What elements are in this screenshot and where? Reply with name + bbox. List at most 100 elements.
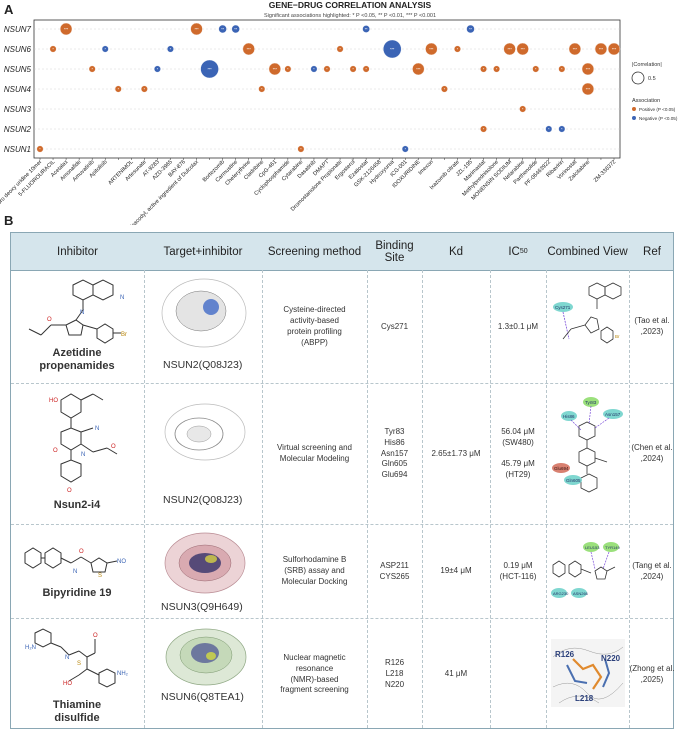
significance-label: * bbox=[300, 147, 302, 151]
legend-positive-dot bbox=[632, 107, 636, 111]
ic50-sub: 50 bbox=[519, 248, 528, 255]
panel-a-label: A bbox=[4, 2, 14, 17]
legend-negative-dot bbox=[632, 116, 636, 120]
data-point bbox=[88, 65, 96, 73]
col-divider bbox=[546, 270, 547, 728]
significance-label: *** bbox=[573, 47, 578, 51]
binding-site: Cys271 bbox=[380, 321, 409, 331]
kd-value: 2.65±1.73 μM bbox=[431, 448, 481, 458]
residue-label: LEU153 bbox=[585, 545, 600, 550]
data-point bbox=[568, 42, 582, 56]
significance-label: * bbox=[561, 67, 563, 71]
reference: (Tang et al. ,2024) bbox=[632, 560, 672, 581]
header-target: Target+inhibitor bbox=[163, 245, 243, 258]
data-point bbox=[558, 125, 566, 133]
data-point bbox=[581, 82, 595, 96]
legend-size-value: 0.5 bbox=[648, 76, 656, 82]
significance-label: ** bbox=[469, 27, 472, 31]
svg-text:HO: HO bbox=[63, 681, 72, 687]
combined-view: His86 Tyr83 Asn157 Glu694 Gln605 bbox=[552, 397, 623, 493]
significance-label: * bbox=[535, 67, 537, 71]
ic50-value: 56.04 μM (SW480) 45.79 μM (HT29) bbox=[501, 427, 535, 480]
residue-label: Tyr83 bbox=[585, 400, 597, 405]
inhibitor-structure: H₂N N S O HO NH₂ bbox=[25, 628, 129, 688]
data-point bbox=[200, 59, 219, 79]
x-tick-label: 5-Fluoro deoxy uridine 10mer bbox=[0, 159, 44, 215]
data-point bbox=[516, 42, 529, 56]
data-point bbox=[532, 65, 540, 73]
y-tick-label: NSUN2 bbox=[4, 125, 32, 134]
svg-text:NH₂: NH₂ bbox=[117, 671, 129, 677]
svg-text:N: N bbox=[80, 310, 84, 316]
significance-label: *** bbox=[64, 27, 69, 31]
header-combined-view: Combined View bbox=[547, 245, 628, 258]
legend-size-title: |Correlation| bbox=[632, 62, 662, 68]
significance-label: * bbox=[287, 67, 289, 71]
x-tick-label: ZM-336372 bbox=[593, 159, 617, 183]
residue-label: ASN266 bbox=[573, 591, 589, 596]
binding-site: ASP211 CYS265 bbox=[379, 560, 410, 581]
svg-text:O: O bbox=[67, 488, 72, 494]
ic50-value: 1.3±0.1 μM bbox=[497, 321, 539, 331]
significance-label: *** bbox=[612, 47, 617, 51]
svg-text:O: O bbox=[111, 444, 116, 450]
svg-text:S: S bbox=[98, 573, 102, 579]
significance-label: * bbox=[52, 47, 54, 51]
ic50-base: IC bbox=[508, 245, 520, 258]
combined-view: LEU153 TYR149 ARG230 ASN266 bbox=[551, 542, 620, 598]
residue-label: R126 bbox=[555, 650, 575, 659]
screening-method: Virtual screening and Molecular Modeling bbox=[276, 443, 352, 463]
svg-text:NO: NO bbox=[117, 559, 126, 565]
significance-label: * bbox=[522, 107, 524, 111]
table-row: N O S NO Bipyridine 19 NSUN3(Q9H649) Sul… bbox=[11, 525, 673, 619]
data-point bbox=[258, 85, 266, 93]
header-inhibitor: Inhibitor bbox=[57, 245, 98, 258]
data-point bbox=[190, 22, 203, 36]
table-row: HO O N N O O Nsun2-i4 NSUN2(Q08J23) Virt… bbox=[11, 384, 673, 525]
svg-text:N: N bbox=[120, 295, 124, 301]
significance-label: *** bbox=[521, 47, 526, 51]
binding-site: Tyr83 His86 Asn157 Gln605 Glu694 bbox=[380, 427, 409, 480]
svg-text:O: O bbox=[47, 317, 52, 323]
data-point bbox=[323, 65, 331, 73]
reference: (Tao et al. ,2023) bbox=[634, 316, 670, 336]
data-point bbox=[383, 39, 402, 59]
kd-value: 19±4 μM bbox=[440, 566, 472, 576]
svg-text:HO: HO bbox=[49, 398, 58, 404]
data-point bbox=[336, 45, 344, 53]
significance-label: ** bbox=[234, 27, 237, 31]
col-divider bbox=[144, 270, 145, 728]
significance-label: *** bbox=[586, 67, 591, 71]
data-point bbox=[140, 85, 148, 93]
col-divider bbox=[367, 270, 368, 728]
data-point bbox=[284, 65, 292, 73]
screening-method: Sulforhodamine B (SRB) assay and Molecul… bbox=[281, 555, 348, 586]
significance-label: *** bbox=[247, 47, 252, 51]
data-point bbox=[594, 42, 608, 56]
significance-label: *** bbox=[194, 27, 199, 31]
svg-text:O: O bbox=[93, 633, 98, 639]
data-point bbox=[425, 42, 438, 56]
screening-method: Cysteine-directed activity-based protein… bbox=[283, 305, 346, 347]
data-point bbox=[362, 25, 370, 33]
y-tick-label: NSUN6 bbox=[4, 45, 32, 54]
significance-label: * bbox=[483, 127, 485, 131]
header-method: Screening method bbox=[267, 245, 362, 258]
col-divider bbox=[490, 270, 491, 728]
significance-label: * bbox=[496, 67, 498, 71]
target-name: NSUN3(Q9H649) bbox=[161, 601, 243, 613]
chart-title: GENE−DRUG CORRELATION ANALYSIS bbox=[269, 0, 432, 10]
significance-label: * bbox=[144, 87, 146, 91]
data-point bbox=[607, 42, 621, 56]
significance-label: * bbox=[326, 67, 328, 71]
residue-label: ARG230 bbox=[553, 591, 569, 596]
col-divider bbox=[422, 270, 423, 728]
chart-subtitle: Significant associations highlighted: * … bbox=[264, 13, 436, 19]
reference: (Zhong et al. ,2025) bbox=[629, 663, 675, 684]
data-point bbox=[401, 145, 409, 153]
table-row: N N O Br Azetidine propenamides NSUN2(Q0… bbox=[11, 271, 673, 384]
significance-label: * bbox=[352, 67, 354, 71]
screening-method: Nuclear magnetic resonance (NMR)-based f… bbox=[280, 652, 349, 695]
data-point bbox=[231, 24, 240, 34]
data-point bbox=[310, 65, 318, 73]
